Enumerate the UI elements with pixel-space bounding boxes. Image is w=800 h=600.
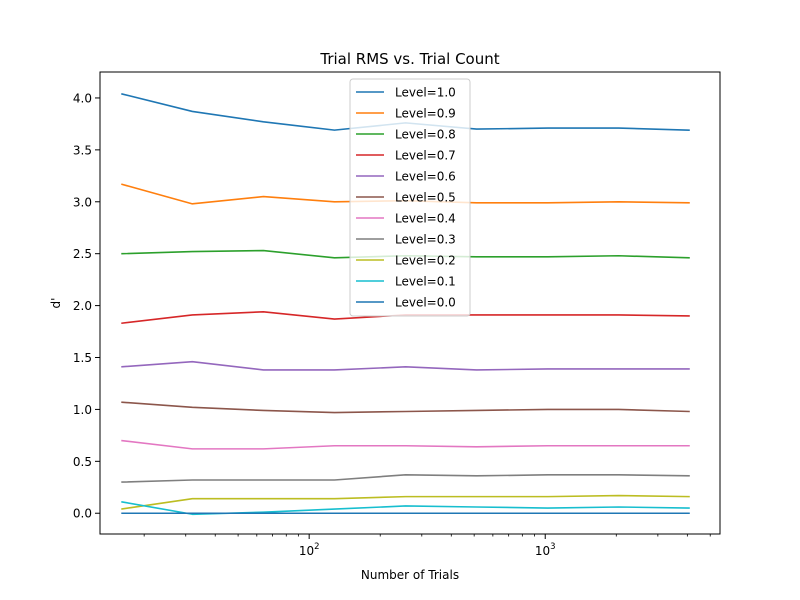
series-line-7 [121,474,690,483]
series-line-6 [121,439,690,450]
y-tick-label: 1.5 [73,351,92,365]
legend-label: Level=0.2 [395,254,456,268]
legend: Level=1.0 Level=0.9 Level=0.8 Level=0.7 Leve… [349,78,471,317]
legend-label: Level=1.0 [395,86,456,100]
legend-label: Level=0.3 [395,233,456,247]
axes-frame [99,71,721,535]
legend-label: Level=0.4 [395,212,456,226]
y-tick-label: 2.5 [73,247,92,261]
x-tick-base: 10 [535,544,550,558]
legend-label: Level=0.1 [395,275,456,289]
y-axis-label: d' [49,298,63,309]
y-tick-label: 0.5 [73,455,92,469]
y-tick-label: 4.0 [73,91,92,105]
legend-label: Level=0.7 [395,149,456,163]
y-tick-label: 3.5 [73,143,92,157]
chart-title: Trial RMS vs. Trial Count [319,50,499,68]
series-line-5 [121,401,690,414]
legend-label: Level=0.6 [395,170,456,184]
x-tick-exponent: 2 [314,542,319,552]
x-tick-label: 102 [299,542,320,558]
legend-box [349,78,471,317]
legend-label: Level=0.8 [395,128,456,142]
y-tick-label: 2.0 [73,299,92,313]
y-tick-label: 1.0 [73,403,92,417]
legend-label: Level=0.0 [395,296,456,310]
x-tick-label: 103 [535,542,556,558]
legend-label: Level=0.5 [395,191,456,205]
x-axis: 102 103 [143,534,711,558]
series-line-4 [121,360,690,371]
x-tick-exponent: 3 [550,542,555,552]
y-tick-label: 3.0 [73,195,92,209]
x-tick-base: 10 [299,544,314,558]
legend-label: Level=0.9 [395,107,456,121]
y-tick-label: 0.0 [73,507,92,521]
y-axis: 0.0 0.5 1.0 1.5 2.0 2.5 3.0 3.5 4.0 [73,91,100,521]
x-axis-label: Number of Trials [361,568,459,582]
series-line-8 [121,494,690,510]
